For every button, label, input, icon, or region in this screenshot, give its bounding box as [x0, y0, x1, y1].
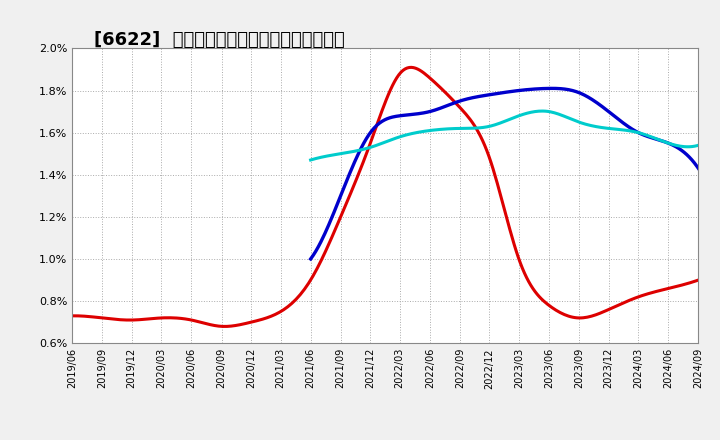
Legend: 3年, 5年, 7年, 10年: 3年, 5年, 7年, 10年: [207, 435, 563, 440]
Text: [6622]  経常利益マージンの標準偏差の推移: [6622] 経常利益マージンの標準偏差の推移: [94, 31, 344, 49]
